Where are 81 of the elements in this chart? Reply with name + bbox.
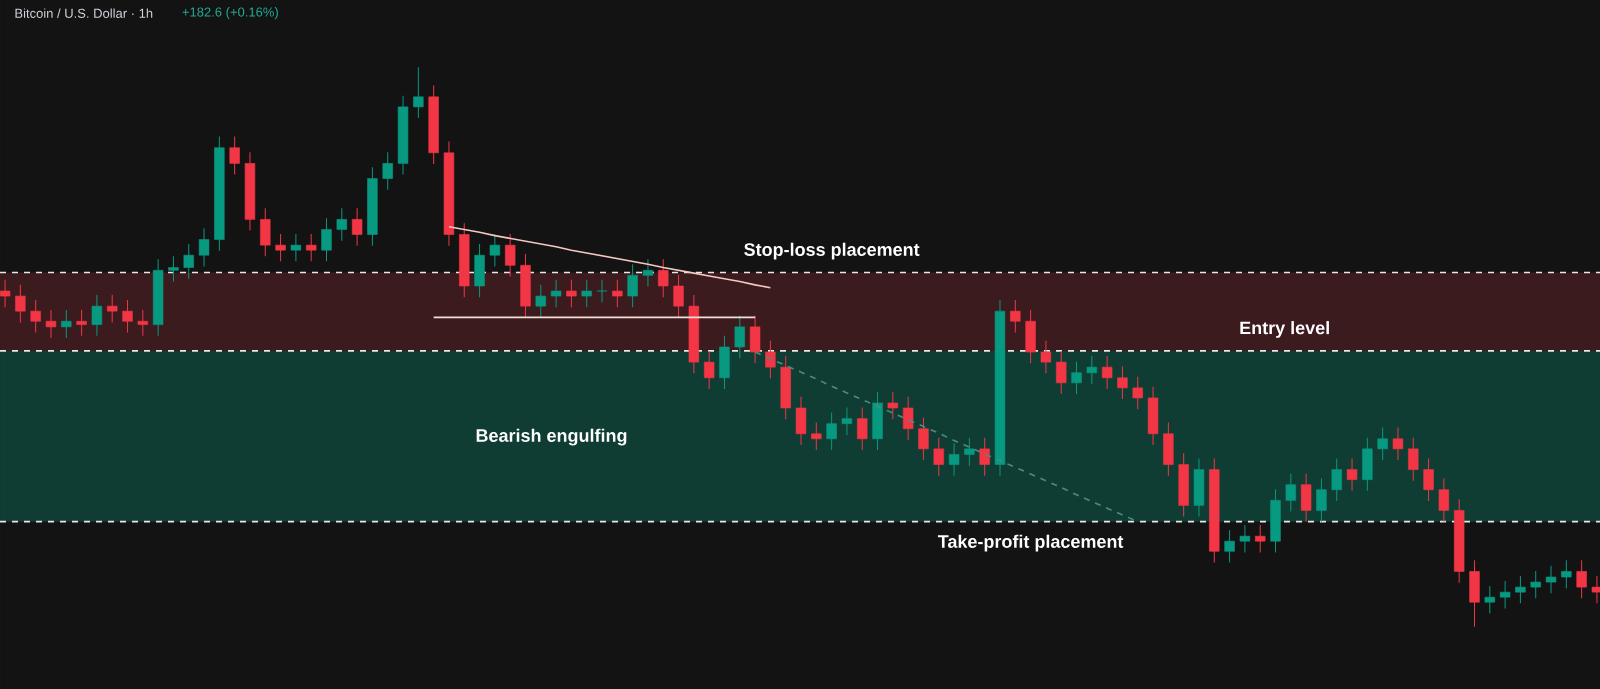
candlestick bbox=[887, 391, 899, 420]
candlestick bbox=[1285, 473, 1297, 513]
candlestick bbox=[627, 263, 638, 308]
candlestick bbox=[229, 136, 240, 176]
candlestick bbox=[489, 233, 501, 267]
candlestick bbox=[1530, 570, 1541, 599]
candlestick bbox=[948, 442, 960, 477]
candlestick bbox=[658, 258, 669, 298]
candlestick bbox=[76, 309, 87, 337]
annotation: Bearish engulfing bbox=[476, 428, 627, 446]
candlestick bbox=[504, 233, 516, 277]
candlestick bbox=[198, 227, 210, 267]
candlestick bbox=[321, 217, 332, 262]
candlestick bbox=[1040, 340, 1052, 374]
candlestick bbox=[1515, 575, 1526, 604]
candlestick bbox=[351, 207, 363, 247]
candlestick bbox=[122, 299, 133, 333]
candlestick bbox=[550, 279, 562, 308]
candlestick bbox=[0, 279, 11, 308]
candlestick bbox=[1331, 457, 1342, 502]
candlestick bbox=[137, 309, 149, 337]
candlestick bbox=[1224, 529, 1235, 563]
candlestick bbox=[382, 151, 393, 191]
candlestick bbox=[15, 284, 26, 323]
ref-line-label: Stop-loss placement bbox=[744, 242, 920, 260]
candlestick bbox=[933, 437, 944, 477]
candlestick bbox=[305, 233, 317, 262]
candlestick bbox=[857, 406, 868, 451]
candlestick bbox=[1117, 366, 1128, 400]
candlestick bbox=[1086, 355, 1098, 385]
candlestick bbox=[275, 233, 286, 262]
candlestick bbox=[1576, 559, 1587, 599]
candlestick bbox=[964, 437, 975, 467]
candlestick bbox=[1408, 437, 1419, 482]
candlestick bbox=[336, 207, 347, 242]
candlestick bbox=[1561, 559, 1572, 589]
chart-subtitle: +182.6 (+0.16%) bbox=[182, 7, 278, 20]
candlestick bbox=[1423, 457, 1434, 502]
candlestick bbox=[290, 233, 302, 262]
candlestick bbox=[673, 274, 684, 318]
ref-line-label: Take-profit placement bbox=[937, 534, 1124, 552]
candlestick bbox=[1438, 478, 1450, 523]
candlestick bbox=[1545, 565, 1557, 594]
candlestick bbox=[91, 294, 103, 337]
candlestick bbox=[1484, 585, 1495, 614]
candlestick bbox=[642, 258, 654, 288]
candlestick bbox=[1377, 427, 1388, 461]
candlestick bbox=[1392, 427, 1404, 461]
candlestick bbox=[1071, 361, 1082, 395]
candlestick bbox=[107, 294, 118, 323]
candlestick bbox=[183, 243, 194, 280]
candlestick bbox=[30, 299, 41, 333]
chart-title: Bitcoin / U.S. Dollar · 1h bbox=[15, 8, 153, 18]
candlestick bbox=[612, 279, 623, 308]
candlestick bbox=[596, 279, 608, 303]
candlestick bbox=[1056, 350, 1067, 395]
candlestick bbox=[535, 284, 546, 318]
candlestick bbox=[979, 437, 990, 477]
candlestick bbox=[1346, 457, 1358, 492]
candlestick bbox=[1010, 299, 1021, 333]
candlestick bbox=[841, 406, 853, 436]
candlestick bbox=[61, 309, 72, 339]
candlestick bbox=[734, 315, 745, 359]
candlestick bbox=[581, 279, 592, 308]
candlestick bbox=[1316, 478, 1327, 523]
candlestick bbox=[566, 279, 577, 308]
candlestick bbox=[918, 417, 929, 461]
candlestick bbox=[1132, 376, 1143, 410]
candlestick bbox=[811, 422, 822, 451]
candlestick bbox=[1101, 355, 1113, 390]
candlestick bbox=[1239, 524, 1251, 553]
candlestick bbox=[1255, 524, 1266, 553]
candlestick bbox=[413, 66, 424, 119]
ref-line-label: Entry level bbox=[1240, 321, 1329, 338]
candlestick bbox=[902, 396, 914, 441]
candlestick bbox=[765, 340, 776, 379]
candlestick bbox=[826, 411, 837, 451]
candlestick bbox=[703, 350, 715, 390]
candlestick bbox=[45, 309, 57, 339]
candlestick bbox=[1499, 580, 1511, 609]
candlestick bbox=[168, 255, 179, 283]
